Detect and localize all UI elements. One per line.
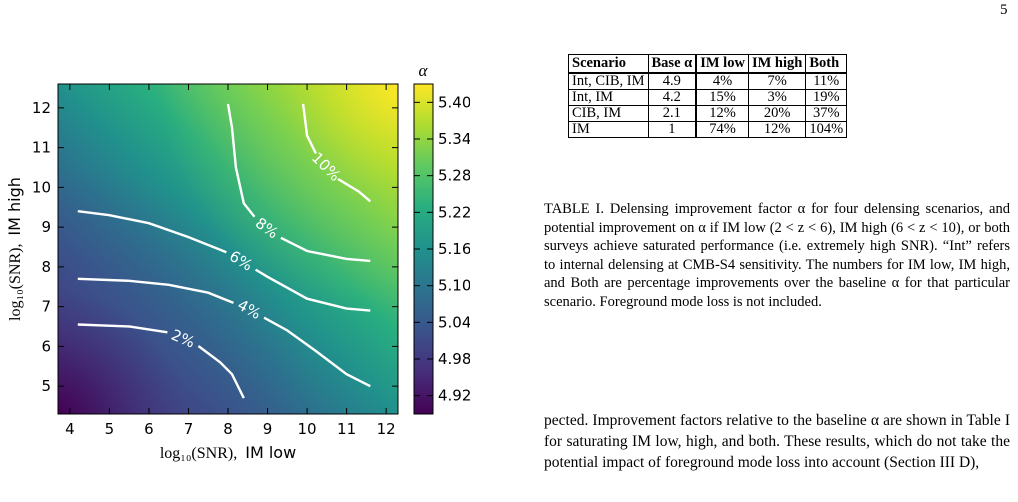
x-tick-label: 9 <box>263 420 273 438</box>
contour-lines <box>77 103 372 399</box>
contour-line <box>254 268 371 312</box>
cell-im-low: 4% <box>695 72 749 90</box>
table-row: Int, IM 4.2 15% 3% 19% <box>568 89 848 106</box>
y-axis-label-math: log₁₀(SNR), <box>7 244 24 321</box>
x-tick-label: 8 <box>223 420 233 438</box>
colorbar-ticks: 5.40 5.34 5.28 5.22 5.16 5.10 5.04 4.98 4.92 <box>414 93 470 405</box>
colorbar-tick-label: 5.16 <box>438 240 470 258</box>
contour-line <box>263 316 371 388</box>
header-both: Both <box>805 54 848 74</box>
contour-line <box>77 323 168 334</box>
y-tick-label: 5 <box>41 377 51 395</box>
contour-line <box>280 236 371 263</box>
y-axis-label: log₁₀(SNR), IM high <box>5 177 24 321</box>
y-tick-label: 6 <box>41 337 51 355</box>
y-tick-label: 11 <box>32 139 51 157</box>
colorbar-tick-label: 5.28 <box>438 167 470 185</box>
contour-line <box>197 345 245 399</box>
x-tick-label: 11 <box>337 420 356 438</box>
cell-base-alpha: 4.9 <box>647 72 698 90</box>
contour-line <box>337 177 372 203</box>
cell-im-high: 12% <box>747 121 807 138</box>
x-axis-label-text: IM low <box>245 443 296 462</box>
y-tick-label: 7 <box>41 298 51 316</box>
cell-im-high: 7% <box>747 72 807 90</box>
cell-scenario: Int, CIB, IM <box>568 72 649 90</box>
contour-line <box>77 277 234 305</box>
contour-line <box>226 103 256 218</box>
cell-both: 19% <box>805 89 848 106</box>
contour-line <box>301 103 317 155</box>
y-tick-label: 9 <box>41 218 51 236</box>
cell-base-alpha: 4.2 <box>647 89 698 106</box>
cell-im-low: 15% <box>695 89 749 106</box>
y-tick-label: 8 <box>41 258 51 276</box>
y-axis-ticks: 5 6 7 8 9 10 11 12 <box>32 99 398 395</box>
y-tick-label: 12 <box>32 99 51 117</box>
colorbar-title: α <box>419 61 429 80</box>
colorbar-tick-label: 5.04 <box>438 313 470 331</box>
cell-scenario: IM <box>568 121 649 138</box>
colorbar: α 5.40 5.34 5.28 5.22 5.16 5.10 5.04 4.98 4.92 <box>413 61 470 415</box>
x-tick-label: 4 <box>65 420 75 438</box>
header-base-alpha: Base α <box>647 54 698 74</box>
x-axis-ticks: 4 5 6 7 8 9 10 11 12 <box>65 84 396 438</box>
results-table: Scenario Base α IM low IM high Both Int,… <box>568 54 848 138</box>
y-tick-label: 10 <box>32 178 51 196</box>
cell-both: 104% <box>805 121 848 138</box>
table-caption: TABLE I. Delensing improvement factor α … <box>544 201 1010 310</box>
heatmap-bright-shading <box>58 84 398 414</box>
x-tick-label: 5 <box>105 420 115 438</box>
cell-scenario: Int, IM <box>568 89 649 106</box>
body-paragraph: pected. Improvement factors relative to … <box>544 412 1010 471</box>
cell-both: 37% <box>805 105 848 122</box>
colorbar-tick-label: 4.92 <box>438 387 470 405</box>
heatmap-area <box>58 84 398 414</box>
cell-both: 11% <box>805 72 848 90</box>
table-row: Int, CIB, IM 4.9 4% 7% 11% <box>568 72 848 90</box>
alpha-heatmap-figure: 2% 4% 6% 8% 10% 4 5 6 7 8 9 10 11 12 5 6 7 8 9 10 11 12 log… <box>0 0 470 502</box>
table-row: IM 1 74% 12% 104% <box>568 121 848 138</box>
x-tick-label: 10 <box>298 420 317 438</box>
colorbar-tick-label: 5.10 <box>438 277 470 295</box>
table-header-row: Scenario Base α IM low IM high Both <box>568 54 848 74</box>
x-tick-label: 12 <box>377 420 396 438</box>
header-im-low: IM low <box>695 54 749 74</box>
header-scenario: Scenario <box>568 54 649 74</box>
colorbar-tick-label: 5.40 <box>438 93 470 111</box>
y-axis-label-text: IM high <box>5 177 24 236</box>
cell-im-low: 12% <box>695 105 749 122</box>
colorbar-tick-label: 5.34 <box>438 130 470 148</box>
colorbar-tick-label: 4.98 <box>438 350 470 368</box>
x-axis-label: log₁₀(SNR), IM low <box>160 443 296 462</box>
x-axis-label-math: log₁₀(SNR), <box>160 445 237 462</box>
page-number: 5 <box>1000 2 1008 18</box>
cell-im-low: 74% <box>695 121 749 138</box>
x-tick-label: 6 <box>144 420 154 438</box>
results-table-container: Scenario Base α IM low IM high Both Int,… <box>568 54 848 138</box>
cell-im-high: 3% <box>747 89 807 106</box>
table-row: CIB, IM 2.1 12% 20% 37% <box>568 105 848 122</box>
cell-im-high: 20% <box>747 105 807 122</box>
cell-base-alpha: 1 <box>647 121 698 138</box>
header-im-high: IM high <box>747 54 807 74</box>
cell-scenario: CIB, IM <box>568 105 649 122</box>
contour-line <box>77 210 227 254</box>
colorbar-tick-label: 5.22 <box>438 203 470 221</box>
x-tick-label: 7 <box>184 420 194 438</box>
cell-base-alpha: 2.1 <box>647 105 698 122</box>
